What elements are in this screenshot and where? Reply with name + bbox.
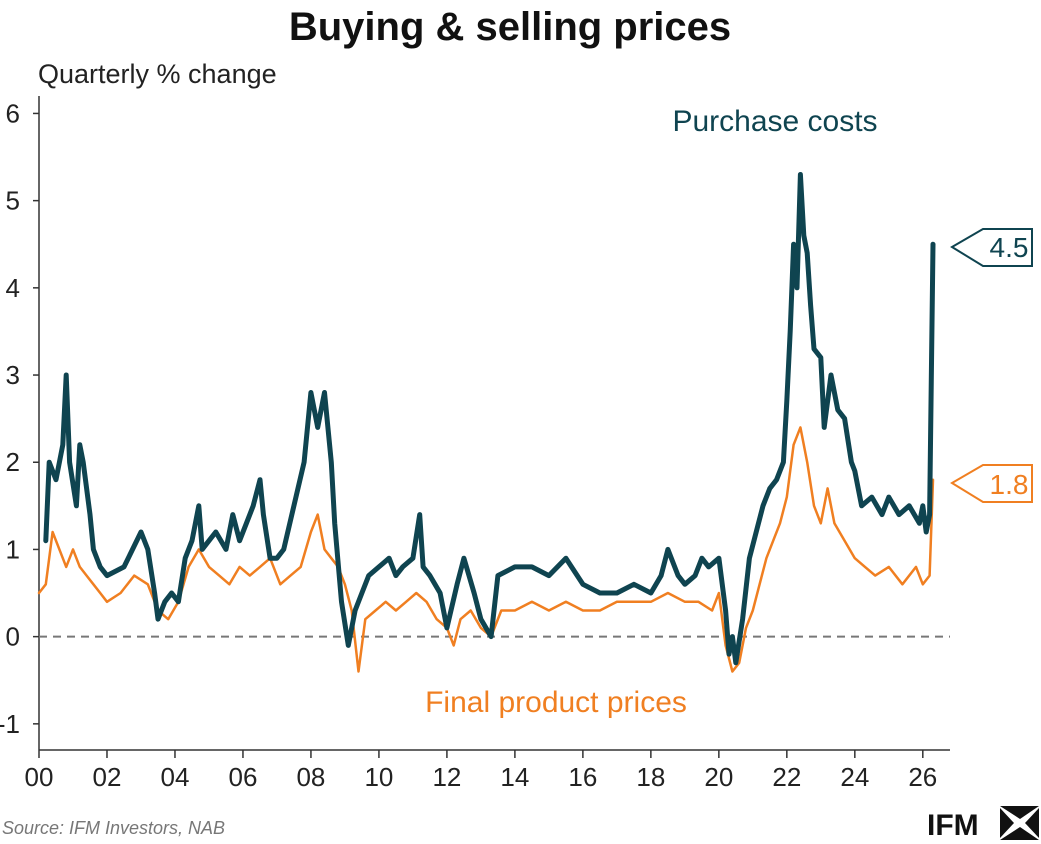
- series-label-purchase-costs: Purchase costs: [672, 105, 877, 138]
- x-tick-label: 18: [636, 762, 665, 792]
- y-tick-label: 6: [6, 98, 20, 128]
- callout-final-product-prices: 1.8: [950, 464, 1033, 503]
- chart-title: Buying & selling prices: [289, 5, 731, 49]
- callout-box-purchase-costs: [950, 228, 1033, 267]
- logo-mark: [1000, 806, 1039, 840]
- x-tick-label: 08: [296, 762, 325, 792]
- y-tick-label: 0: [6, 622, 20, 652]
- y-tick-label: 4: [6, 273, 20, 303]
- y-tick-label: 3: [6, 360, 20, 390]
- y-axis-label: Quarterly % change: [38, 59, 277, 89]
- x-tick-label: 04: [161, 762, 190, 792]
- y-tick-label: -1: [0, 709, 20, 739]
- x-tick-label: 12: [432, 762, 461, 792]
- y-tick-label: 1: [6, 534, 20, 564]
- x-tick-label: 20: [704, 762, 733, 792]
- source-note: Source: IFM Investors, NAB: [2, 818, 225, 838]
- x-tick-label: 14: [500, 762, 529, 792]
- x-tick-label: 26: [908, 762, 937, 792]
- x-tick-label: 24: [840, 762, 869, 792]
- ifm-logo: IFM: [927, 806, 1039, 842]
- series-layer: [37, 172, 936, 673]
- x-tick-label: 10: [364, 762, 393, 792]
- y-tick-label: 5: [6, 186, 20, 216]
- series-label-final-product-prices: Final product prices: [425, 686, 687, 719]
- logo-wordmark: IFM: [927, 809, 979, 842]
- x-tick-label: 00: [25, 762, 54, 792]
- series-line-final-product-prices: [37, 426, 935, 673]
- callout-value-purchase-costs: 4.5: [990, 232, 1029, 263]
- y-tick-label: 2: [6, 447, 20, 477]
- series-line-purchase-costs: [43, 172, 936, 666]
- x-tick-label: 06: [228, 762, 257, 792]
- callout-box-final-product-prices: [950, 464, 1033, 503]
- x-tick-label: 22: [772, 762, 801, 792]
- callout-value-final-product-prices: 1.8: [990, 469, 1029, 500]
- x-tick-label: 16: [568, 762, 597, 792]
- x-tick-label: 02: [93, 762, 122, 792]
- callout-purchase-costs: 4.5: [950, 228, 1033, 267]
